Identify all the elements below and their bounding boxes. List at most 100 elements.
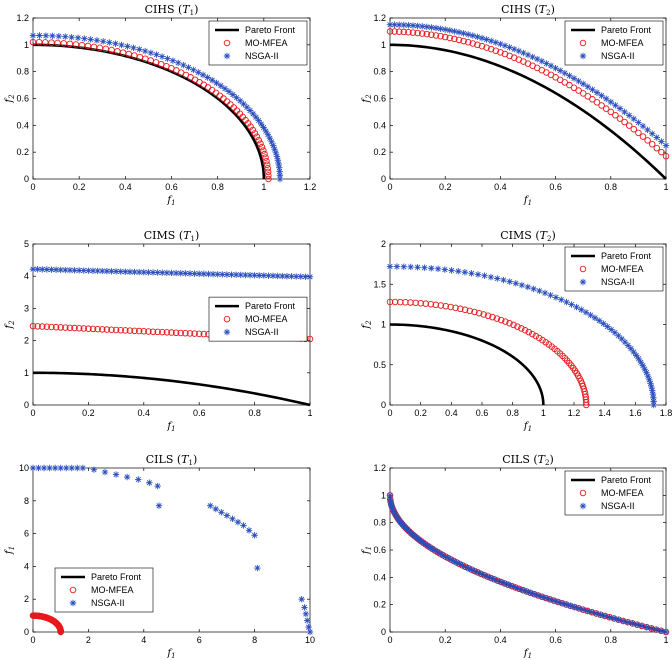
nsga-ii-point (494, 275, 501, 282)
nsga-ii-point (74, 464, 81, 472)
nsga-ii-point (465, 564, 472, 572)
nsga-ii-point (639, 362, 647, 369)
nsga-ii-point (648, 383, 655, 391)
nsga-ii-point (123, 473, 131, 481)
subplot-title: CILS (T2) (502, 453, 554, 467)
x-tick-label: 0.6 (549, 635, 562, 645)
nsga-ii-point (431, 547, 439, 554)
x-tick-label: 1.8 (660, 408, 672, 418)
y-tick-label: 0 (24, 627, 29, 637)
nsga-ii-point (386, 21, 394, 28)
nsga-ii-point (582, 309, 590, 316)
nsga-ii-point (635, 355, 642, 362)
mo-mfea-point (186, 330, 194, 337)
nsga-ii-point (214, 271, 221, 278)
nsga-ii-point (272, 149, 280, 157)
mo-mfea-point (593, 99, 601, 106)
nsga-ii-point (87, 36, 94, 43)
nsga-ii-point (580, 80, 587, 88)
nsga-ii-point (223, 512, 231, 519)
nsga-ii-point (468, 270, 475, 277)
nsga-ii-point (455, 268, 462, 275)
nsga-ii-point (405, 22, 412, 29)
nsga-ii-point (106, 39, 113, 46)
nsga-ii-point (536, 287, 543, 295)
legend-label: NSGA-II (245, 51, 279, 61)
nsga-ii-point (512, 584, 519, 591)
nsga-ii-point (112, 268, 120, 275)
legend-swatch-nsga-ii (579, 278, 587, 286)
mo-mfea-point (29, 612, 37, 619)
nsga-ii-point (219, 271, 226, 278)
nsga-ii-point (249, 110, 257, 118)
mo-mfea-point (265, 172, 272, 179)
nsga-ii-point (527, 589, 534, 597)
nsga-ii-point (245, 527, 253, 534)
nsga-ii-point (232, 271, 240, 278)
mo-mfea-point (492, 47, 500, 54)
nsga-ii-point (531, 590, 538, 598)
nsga-ii-point (71, 267, 78, 274)
legend: Pareto Front MO-MFEA NSGA-II (54, 567, 154, 613)
nsga-ii-point (474, 271, 482, 278)
subplot-1: 0 0.2 0.4 0.6 0.8 1 1.2 0 0.2 0.4 0.6 0.8 1 1.2 CIHS (… (4, 3, 316, 207)
nsga-ii-point (460, 30, 467, 37)
nsga-ii-point (442, 553, 449, 560)
nsga-ii-point (196, 270, 203, 277)
y-tick-label: 0 (381, 174, 386, 184)
nsga-ii-point (563, 601, 570, 608)
x-tick-label: 0.2 (439, 182, 452, 192)
nsga-ii-point (387, 498, 394, 506)
mo-mfea-point (497, 49, 504, 56)
nsga-ii-point (571, 603, 578, 611)
nsga-ii-point (649, 130, 656, 137)
x-axis-label: f1 (166, 195, 175, 207)
legend: Pareto Front MO-MFEA NSGA-II (208, 296, 308, 342)
nsga-ii-point (273, 153, 281, 160)
nsga-ii-point (597, 611, 604, 618)
nsga-ii-point (180, 61, 187, 69)
y-tick-label: 2 (24, 594, 29, 604)
mo-mfea-point (607, 108, 615, 116)
mo-mfea-point (630, 125, 638, 133)
nsga-ii-point (68, 464, 75, 472)
nsga-ii-point (145, 269, 152, 276)
mo-mfea-point (400, 28, 408, 36)
nsga-ii-point (635, 119, 642, 126)
nsga-ii-point (233, 94, 240, 101)
nsga-ii-point (530, 285, 537, 293)
legend-label: NSGA-II (601, 51, 635, 61)
nsga-ii-point (610, 615, 618, 622)
nsga-ii-point (444, 554, 452, 562)
nsga-ii-point (276, 175, 284, 183)
nsga-ii-point (441, 266, 449, 273)
nsga-ii-point (633, 621, 641, 628)
nsga-ii-point (90, 466, 98, 473)
mo-mfea-point (422, 300, 430, 307)
nsga-ii-point (633, 352, 640, 359)
subplot-title: CIHS (T2) (501, 3, 555, 17)
nsga-ii-point (414, 22, 421, 30)
nsga-ii-point (648, 625, 655, 632)
x-tick-label: 0.2 (82, 408, 95, 418)
nsga-ii-point (212, 505, 220, 513)
nsga-ii-point (615, 332, 622, 339)
x-tick-label: 0.4 (494, 635, 507, 645)
mo-mfea-point (442, 302, 449, 310)
mo-mfea-point (85, 325, 92, 332)
nsga-ii-point (118, 41, 125, 49)
nsga-ii-point (39, 266, 46, 273)
y-axis-label: f1 (361, 546, 373, 555)
nsga-ii-point (603, 95, 610, 103)
nsga-ii-point (177, 270, 184, 277)
legend-label: MO-MFEA (601, 488, 644, 498)
nsga-ii-point (455, 29, 463, 36)
mo-mfea-point (35, 38, 43, 46)
nsga-ii-point (487, 574, 495, 582)
mo-mfea-point (466, 307, 474, 315)
mo-mfea-point (525, 328, 533, 336)
x-tick-label: 0 (387, 182, 392, 192)
nsga-ii-point (557, 67, 564, 74)
nsga-ii-point (51, 464, 59, 472)
mo-mfea-point (260, 147, 267, 154)
